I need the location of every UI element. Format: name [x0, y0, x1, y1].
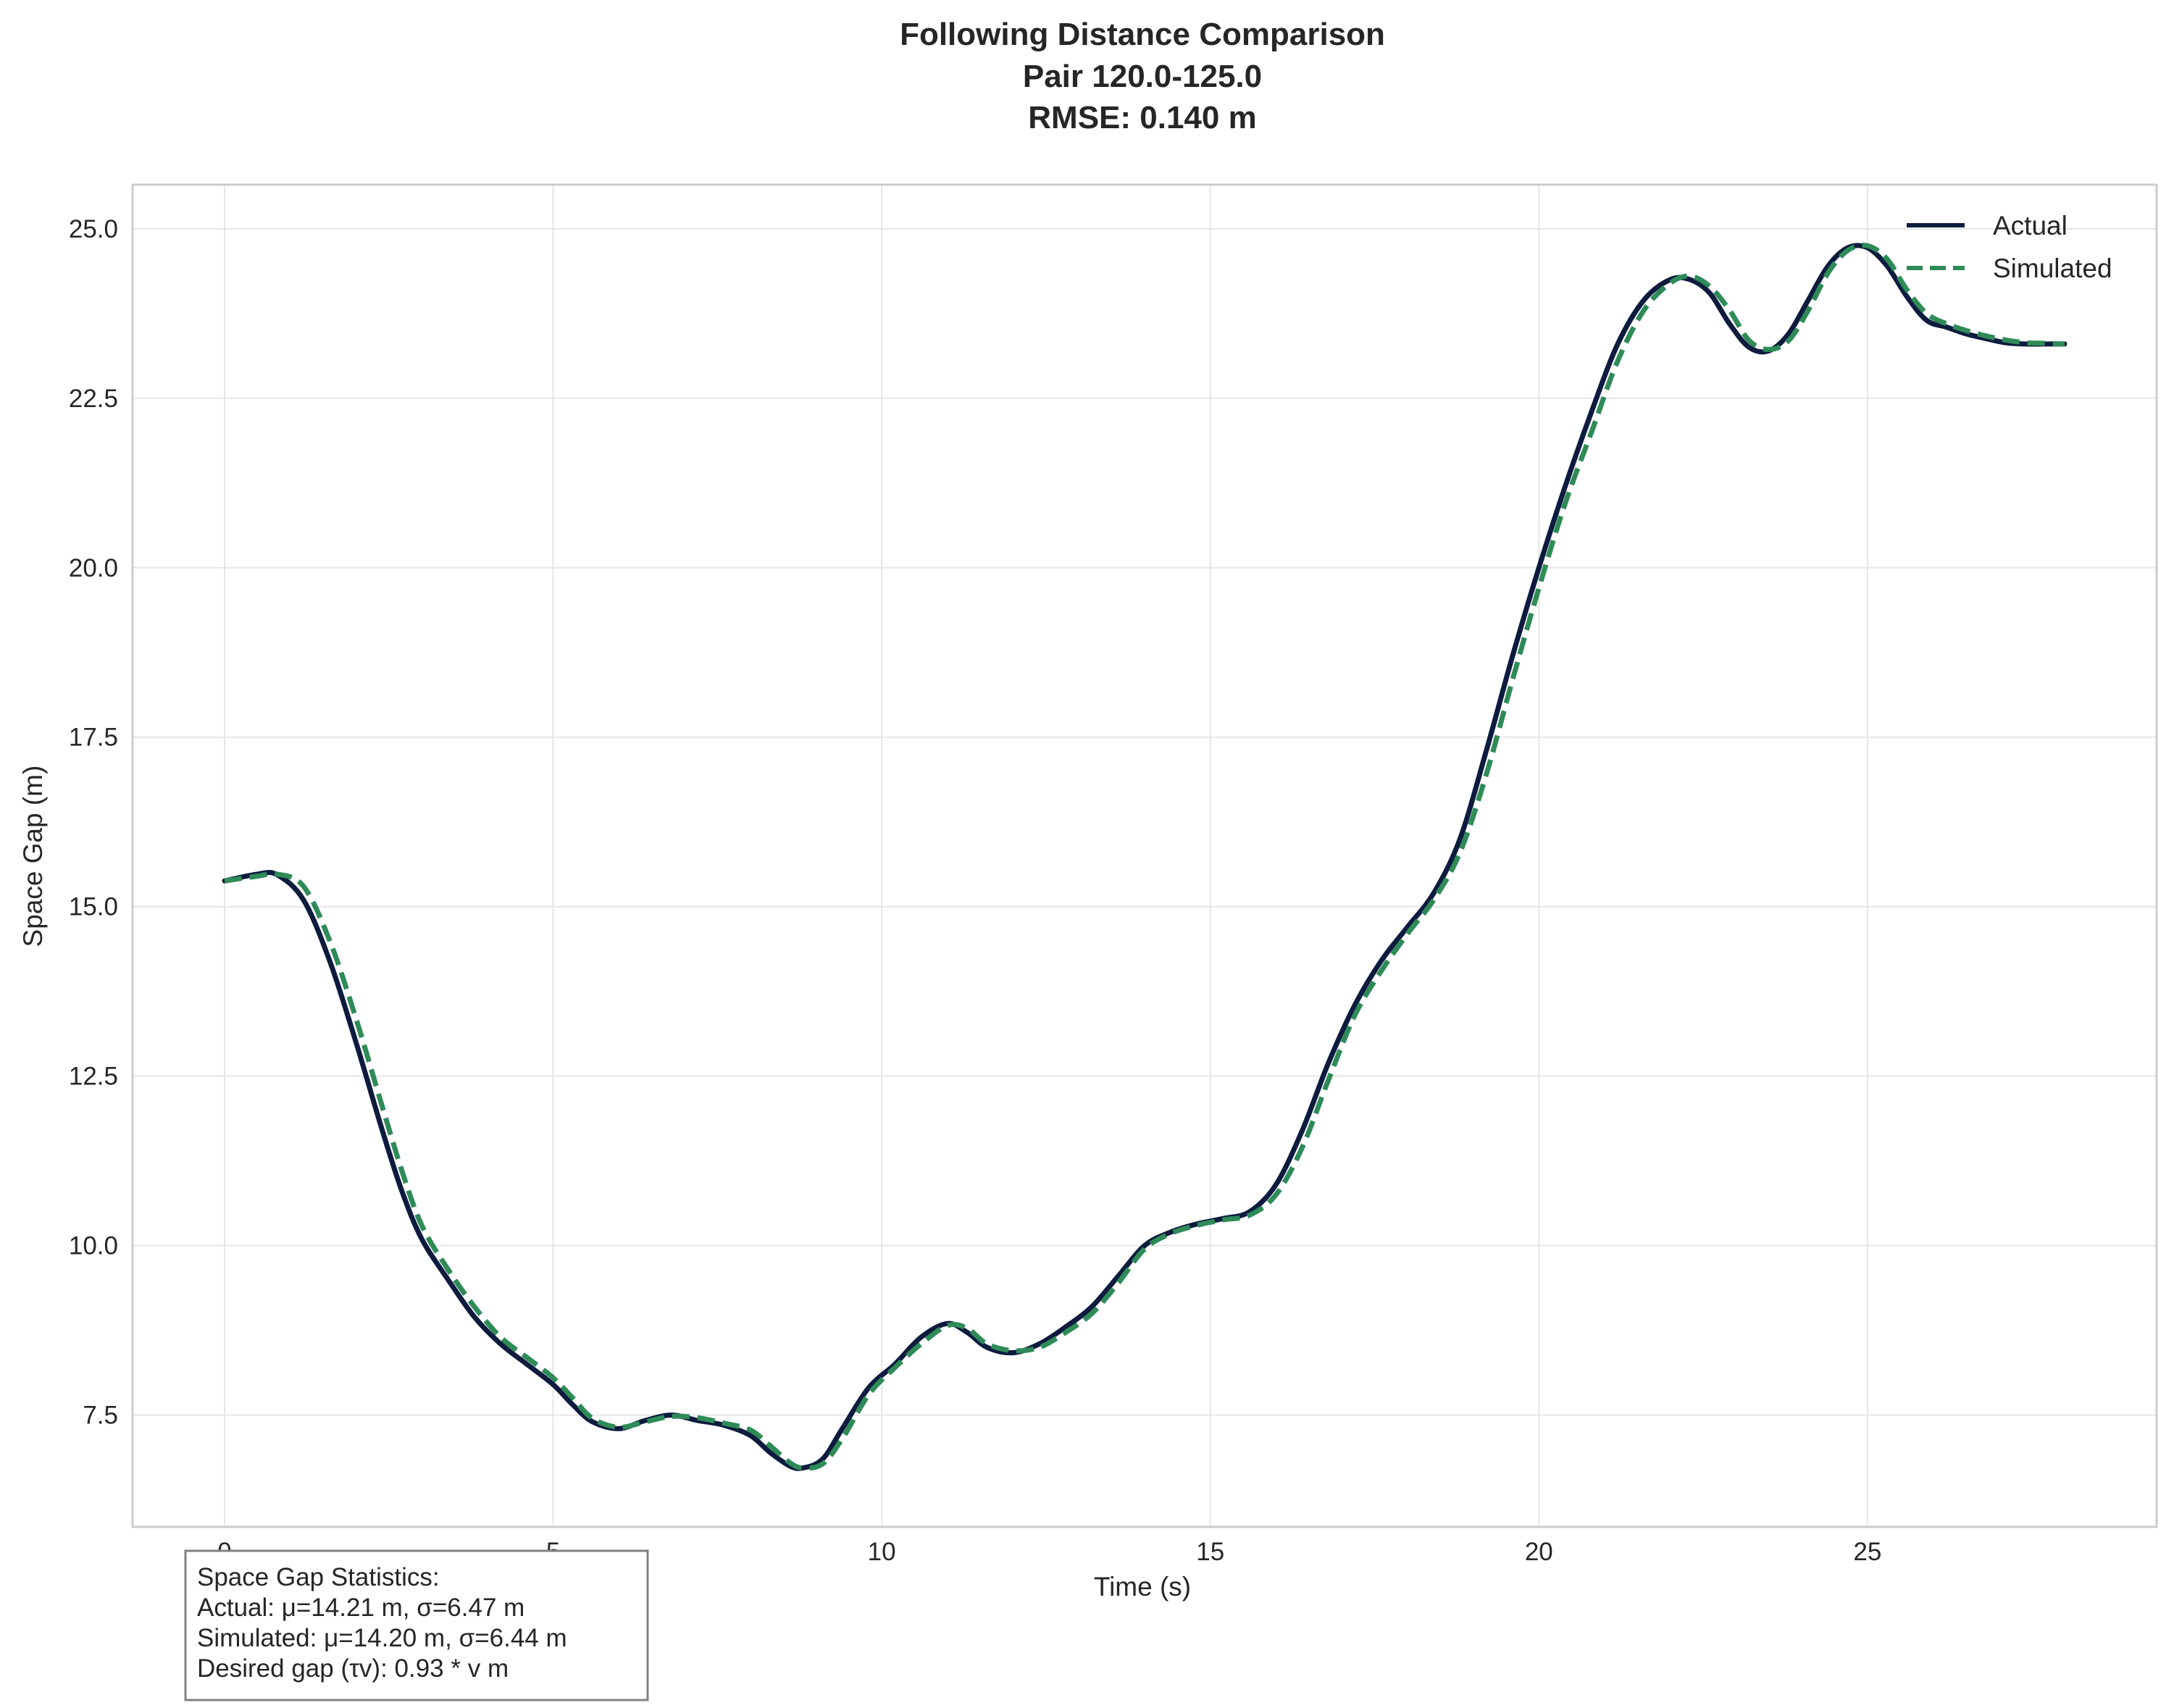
x-tick-label: 10 — [868, 1538, 896, 1566]
grid — [133, 185, 2157, 1527]
stats-desired-gap: Desired gap (τv): 0.93 * v m — [197, 1654, 509, 1683]
x-tick-label: 20 — [1525, 1538, 1553, 1566]
y-tick-label: 7.5 — [83, 1402, 118, 1430]
y-tick-label: 25.0 — [69, 215, 118, 243]
legend: Actual Simulated — [1907, 211, 2112, 283]
y-axis-label: Space Gap (m) — [18, 766, 48, 947]
tick-labels: 05101520257.510.012.515.017.520.022.525.… — [69, 215, 1881, 1566]
y-tick-label: 10.0 — [69, 1232, 118, 1260]
y-tick-label: 15.0 — [69, 893, 118, 921]
x-tick-label: 15 — [1196, 1538, 1224, 1566]
legend-actual-label: Actual — [1993, 211, 2068, 240]
series-lines — [222, 243, 2068, 1471]
plot-frame — [131, 183, 2158, 1528]
legend-simulated-label: Simulated — [1993, 254, 2112, 283]
stats-heading: Space Gap Statistics: — [197, 1563, 440, 1591]
chart-title-line-3: RMSE: 0.140 m — [1028, 100, 1256, 135]
y-tick-label: 17.5 — [69, 724, 118, 752]
y-tick-label: 12.5 — [69, 1063, 118, 1091]
y-tick-label: 22.5 — [69, 385, 118, 413]
chart-title-line-1: Following Distance Comparison — [900, 17, 1385, 52]
stats-box-frame — [184, 1549, 649, 1701]
series-line-simulated — [224, 243, 2065, 1471]
series-line-actual — [222, 243, 2068, 1471]
stats-simulated: Simulated: μ=14.20 m, σ=6.44 m — [197, 1624, 567, 1652]
y-tick-label: 20.0 — [69, 554, 118, 582]
x-axis-label: Time (s) — [1094, 1572, 1191, 1602]
stats-box: Space Gap Statistics: Actual: μ=14.21 m,… — [184, 1549, 649, 1701]
stats-actual: Actual: μ=14.21 m, σ=6.47 m — [197, 1594, 524, 1622]
x-tick-label: 25 — [1853, 1538, 1881, 1566]
chart-title-line-2: Pair 120.0-125.0 — [1023, 59, 1262, 94]
